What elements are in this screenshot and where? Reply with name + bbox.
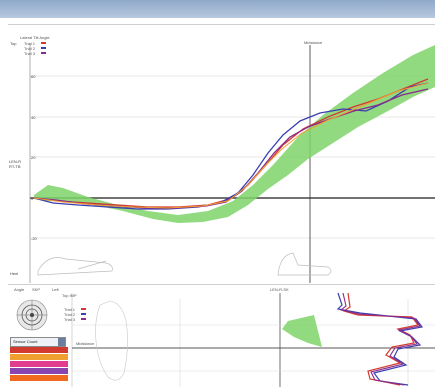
upper-legend-title: Lateral Tilt Angle	[20, 35, 50, 40]
axis-label: LEN-R-SK	[270, 287, 289, 292]
plot-title: Top IMP	[62, 293, 77, 298]
lower-legend-item-3: Trial 3	[64, 317, 76, 322]
channel-row-5[interactable]	[10, 375, 68, 381]
lower-normative-band	[282, 315, 322, 347]
channel-row-1[interactable]	[10, 347, 68, 353]
y-bottom-label: Heel	[10, 271, 18, 276]
angle-chart: Midstance Lateral Tilt Angle Trial 1 Tri…	[8, 24, 435, 283]
upper-legend-swatch-1	[41, 42, 46, 44]
channel-list[interactable]	[10, 347, 68, 386]
y-tick-40: 40	[31, 115, 36, 120]
pressure-chart: Angle SKP Left LEN-R-SK Top IMP Midstanc…	[8, 284, 435, 387]
lower-trace-3	[339, 292, 421, 386]
lower-mid-label: Midstance	[76, 341, 95, 346]
chevron-down-icon[interactable]	[58, 338, 65, 346]
lower-legend-item-2: Trial 2	[64, 312, 76, 317]
channel-row-2[interactable]	[10, 354, 68, 360]
angle-dial-icon[interactable]	[16, 299, 48, 331]
y-tick-0: 0	[31, 196, 34, 201]
upper-legend-item-3: Trial 3	[24, 51, 36, 56]
sensor-count-value: Sensor Count	[13, 339, 38, 344]
upper-legend-swatch-3	[41, 52, 46, 54]
y-tick-20: 20	[31, 155, 36, 160]
midstance-label: Midstance	[304, 40, 323, 45]
side-label: Left	[52, 287, 60, 292]
y-tick-neg20: -20	[31, 236, 38, 241]
angle-label: Angle	[14, 287, 25, 292]
channel-row-4[interactable]	[10, 368, 68, 374]
foot-top-view-icon	[95, 300, 128, 381]
foot-outline-2-icon	[277, 252, 332, 276]
y-top-label: Top	[10, 41, 17, 46]
trial-4-line	[33, 82, 429, 209]
y-mid-label: LEN-R	[9, 159, 21, 164]
foot-outline-icon	[37, 257, 113, 276]
upper-legend-item-1: Trial 1	[24, 41, 36, 46]
upper-legend-swatch-2	[41, 47, 46, 49]
lower-legend-swatch-3	[81, 318, 86, 320]
sensor-count-select[interactable]: Sensor Count	[10, 337, 66, 347]
trial-2-line	[33, 82, 429, 210]
y-mid-sublabel: RT-TB	[9, 164, 21, 169]
y-tick-60: 60	[31, 74, 36, 79]
lower-legend-swatch-1	[81, 308, 86, 310]
lower-legend-swatch-2	[81, 313, 86, 315]
channel-row-3[interactable]	[10, 361, 68, 367]
trial-3-line	[33, 88, 429, 209]
lower-legend-item-1: Trial 1	[64, 307, 76, 312]
upper-legend-item-2: Trial 2	[24, 46, 36, 51]
ankle-label: SKP	[32, 287, 40, 292]
title-bar	[0, 0, 435, 18]
